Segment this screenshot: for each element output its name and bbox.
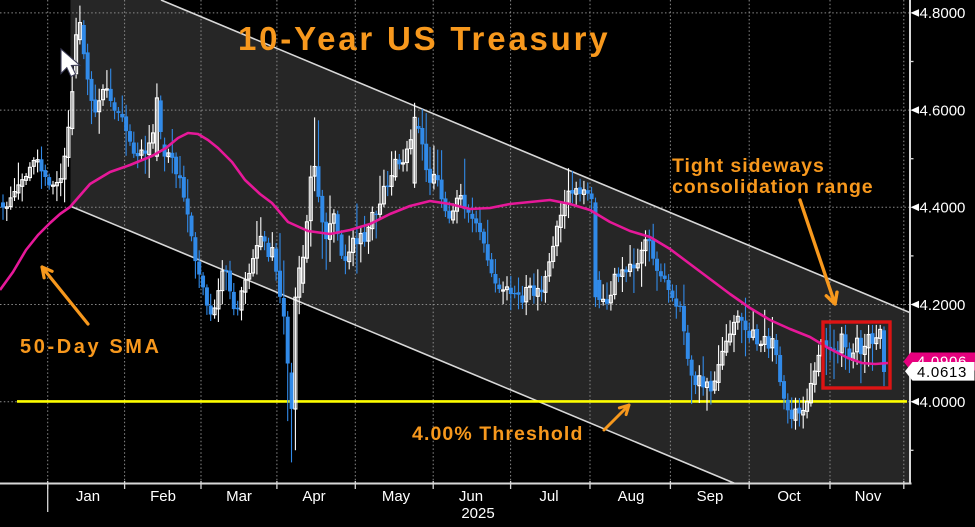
svg-text:4.4000: 4.4000 bbox=[920, 200, 966, 217]
svg-text:Feb: Feb bbox=[150, 488, 176, 505]
svg-text:Tight sideways: Tight sideways bbox=[672, 155, 825, 177]
svg-text:2025: 2025 bbox=[461, 505, 494, 522]
svg-text:4.6000: 4.6000 bbox=[920, 102, 966, 119]
svg-text:4.0000: 4.0000 bbox=[920, 394, 966, 411]
svg-text:Jul: Jul bbox=[539, 488, 558, 505]
svg-text:Jan: Jan bbox=[76, 488, 100, 505]
svg-text:4.2000: 4.2000 bbox=[920, 297, 966, 314]
svg-text:Jun: Jun bbox=[459, 488, 483, 505]
svg-text:Apr: Apr bbox=[302, 488, 325, 505]
svg-text:consolidation range: consolidation range bbox=[672, 176, 873, 198]
svg-text:May: May bbox=[382, 488, 411, 505]
svg-text:4.0613: 4.0613 bbox=[917, 364, 967, 381]
svg-text:Aug: Aug bbox=[618, 488, 645, 505]
svg-text:4.00% Threshold: 4.00% Threshold bbox=[412, 423, 583, 445]
svg-text:4.8000: 4.8000 bbox=[920, 5, 966, 22]
svg-text:Mar: Mar bbox=[226, 488, 252, 505]
svg-text:10-Year US Treasury: 10-Year US Treasury bbox=[238, 20, 610, 57]
svg-text:Sep: Sep bbox=[697, 488, 724, 505]
svg-text:Oct: Oct bbox=[777, 488, 801, 505]
svg-text:50-Day SMA: 50-Day SMA bbox=[20, 336, 162, 358]
svg-text:Nov: Nov bbox=[855, 488, 882, 505]
